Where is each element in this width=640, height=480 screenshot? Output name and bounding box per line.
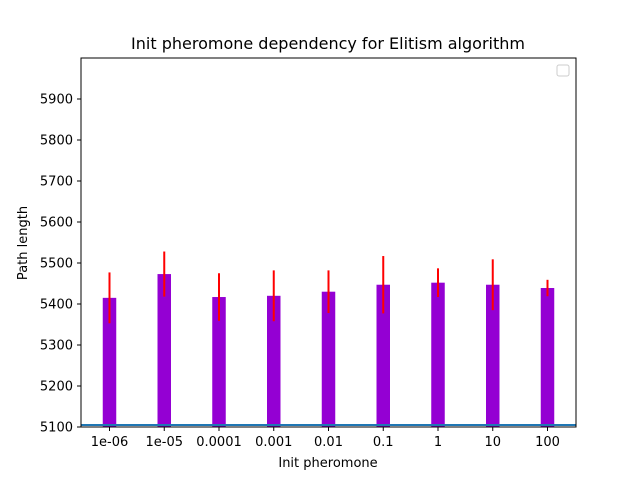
bar: [376, 284, 390, 427]
y-axis-title: Path length: [16, 206, 31, 280]
y-axis: 5100 5200 5300 5400 5500 5600 5700 5800 5900: [40, 93, 81, 436]
bar: [486, 284, 500, 427]
y-tick-label: 5500: [40, 257, 73, 272]
bar: [157, 274, 171, 427]
bar: [102, 297, 117, 427]
x-tick-label: 1: [434, 435, 442, 450]
bar: [212, 297, 226, 427]
x-tick-label: 0.1: [373, 435, 394, 450]
x-tick-label: 10: [484, 435, 501, 450]
y-tick-label: 5600: [40, 216, 73, 231]
x-axis: 1e-06 1e-05 0.0001 0.001 0.01 0.1 1 10 100: [91, 427, 560, 450]
y-tick-label: 5300: [40, 339, 73, 354]
y-tick-label: 5200: [40, 380, 73, 395]
y-tick-label: 5700: [40, 175, 73, 190]
y-tick-label: 5400: [40, 298, 73, 313]
error-bars-layer: [108, 251, 549, 324]
x-tick-label: 100: [535, 435, 560, 450]
bar: [321, 291, 336, 427]
y-tick-label: 5800: [40, 134, 73, 149]
legend-box: [556, 64, 570, 77]
x-tick-label: 0.001: [255, 435, 292, 450]
bar: [540, 288, 555, 427]
x-tick-label: 0.0001: [196, 435, 242, 450]
bar: [431, 282, 445, 427]
bars-layer: [102, 274, 555, 427]
x-tick-label: 1e-06: [91, 435, 129, 450]
x-tick-label: 0.01: [314, 435, 343, 450]
chart-title: Init pheromone dependency for Elitism al…: [131, 34, 525, 53]
x-axis-title: Init pheromone: [278, 456, 377, 471]
x-tick-label: 1e-05: [145, 435, 183, 450]
y-tick-label: 5100: [40, 421, 73, 436]
bar: [267, 295, 281, 427]
y-tick-label: 5900: [40, 93, 73, 108]
